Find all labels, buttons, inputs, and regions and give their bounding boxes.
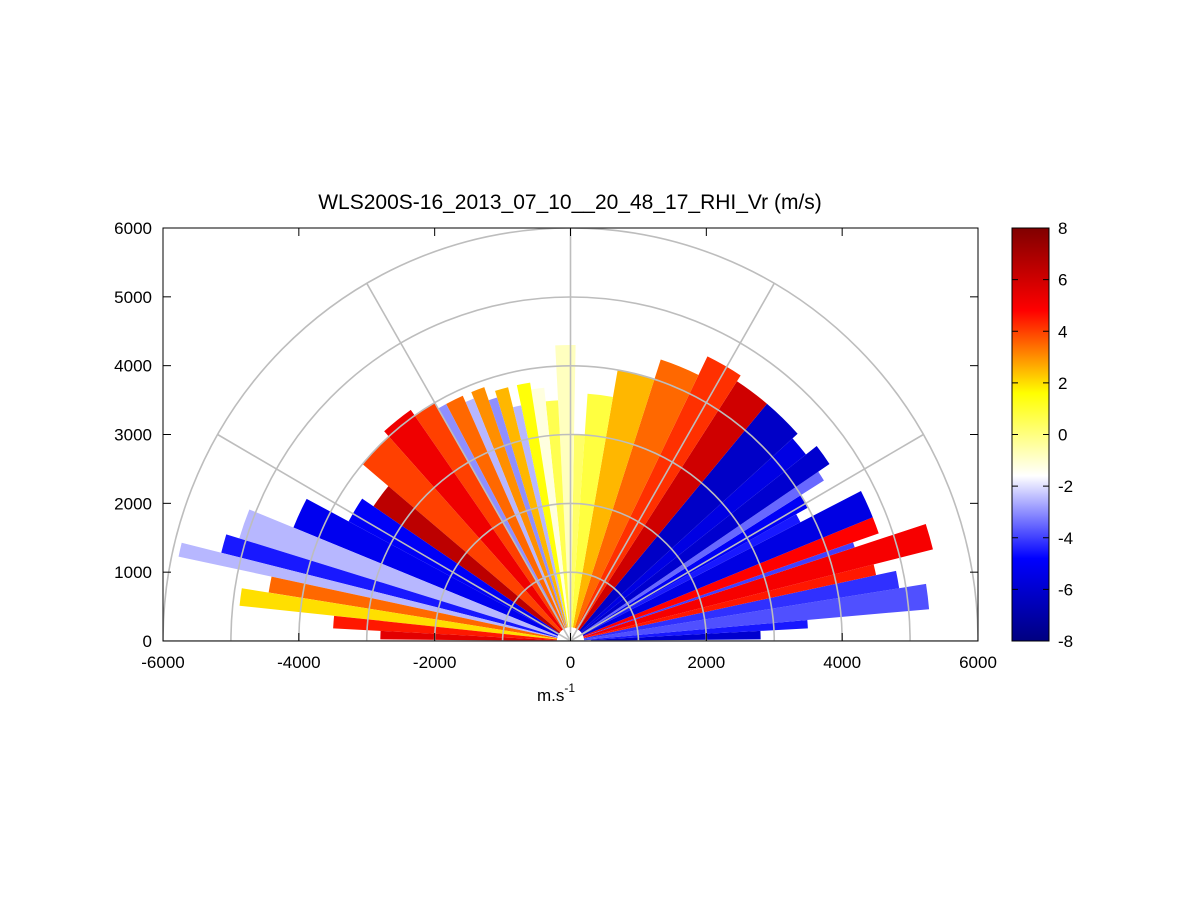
colorbar-tick-label: 2 [1058,374,1067,393]
y-tick-label: 5000 [114,288,152,307]
velocity-sector-3 [583,570,900,639]
colorbar-ticks: -8 -6 -4 -2 0 2 4 6 8 [1012,219,1073,651]
velocity-sector-6 [583,542,855,637]
x-tick-label: -4000 [277,653,320,672]
velocity-sector-31 [438,403,565,630]
velocity-sector-9 [582,514,801,635]
velocity-sector-28 [471,387,567,629]
velocity-sector-17 [574,359,699,629]
velocity-sector-38 [239,509,558,637]
x-tick-label: 2000 [687,653,725,672]
velocity-sector-35 [373,486,561,634]
velocity-sector-43 [333,615,557,641]
x-axis-label-base: m.s [537,686,564,705]
velocity-sector-44 [380,630,557,641]
velocity-sector-12 [581,446,830,634]
velocity-sectors [178,345,933,641]
y-tick-label: 4000 [114,357,152,376]
y-tick-label: 3000 [114,426,152,445]
velocity-sector-16 [576,356,741,630]
chart-title: WLS200S-16_2013_07_10__20_48_17_RHI_Vr (… [318,191,822,214]
velocity-sector-36 [348,498,560,635]
velocity-sector-24 [516,382,569,628]
velocity-sector-30 [446,395,565,629]
velocity-sector-22 [545,400,570,628]
velocity-sector-19 [571,393,613,628]
velocity-sector-39 [221,534,558,638]
colorbar-tick-label: 0 [1058,426,1067,445]
velocity-sector-41 [268,576,558,639]
velocity-sector-10 [582,495,809,635]
velocity-sector-32 [414,402,564,630]
x-tick-label: 4000 [823,653,861,672]
axis-ticks [162,227,979,642]
x-tick-label: 0 [566,653,575,672]
colorbar-tick-label: 4 [1058,322,1067,341]
velocity-sector-37 [293,498,559,636]
y-tick-label: 6000 [114,219,152,238]
colorbar-tick-label: -4 [1058,529,1073,548]
polar-grid [163,228,978,641]
velocity-sector-14 [579,403,798,632]
velocity-sector-34 [362,436,562,633]
colorbar-tick-label: -6 [1058,580,1073,599]
x-axis-label-exponent: -1 [564,681,575,695]
velocity-sector-0 [590,630,761,641]
velocity-sector-13 [580,438,806,633]
azimuth-spoke-120 [366,282,572,641]
x-tick-label: -6000 [141,653,184,672]
velocity-sector-26 [495,387,568,628]
velocity-sector-29 [465,398,566,629]
azimuth-spoke-150 [217,433,571,641]
x-tick-labels: -6000 -4000 -2000 0 2000 4000 6000 [141,653,997,672]
y-tick-label: 1000 [114,563,152,582]
x-tick-label: 6000 [959,653,997,672]
velocity-sector-42 [239,588,558,640]
velocity-sector-25 [512,405,568,628]
velocity-sector-2 [583,583,930,640]
y-tick-label: 2000 [114,494,152,513]
colorbar [1011,227,1050,642]
velocity-sector-4 [583,564,877,639]
velocity-sector-27 [488,397,567,628]
azimuth-spoke-30 [570,433,924,641]
velocity-sector-18 [572,369,655,628]
x-axis-label: m.s-1 [537,681,575,705]
colorbar-tick-label: 8 [1058,219,1067,238]
velocity-sector-15 [577,381,767,631]
colorbar-tick-label: 6 [1058,271,1067,290]
colorbar-tick-label: -2 [1058,477,1073,496]
velocity-sector-23 [531,387,570,628]
velocity-sector-40 [178,542,558,639]
azimuth-spoke-60 [569,282,775,641]
velocity-sector-7 [583,517,879,637]
velocity-sector-5 [583,524,933,638]
velocity-sector-11 [581,471,824,634]
y-tick-label: 0 [143,632,152,651]
velocity-sector-1 [584,620,808,641]
velocity-sector-20 [570,434,585,628]
colorbar-tick-label: -8 [1058,632,1073,651]
x-tick-label: -2000 [413,653,456,672]
velocity-sector-33 [384,409,563,631]
y-tick-labels: 0 1000 2000 3000 4000 5000 6000 [114,219,152,651]
velocity-sector-8 [582,491,873,636]
